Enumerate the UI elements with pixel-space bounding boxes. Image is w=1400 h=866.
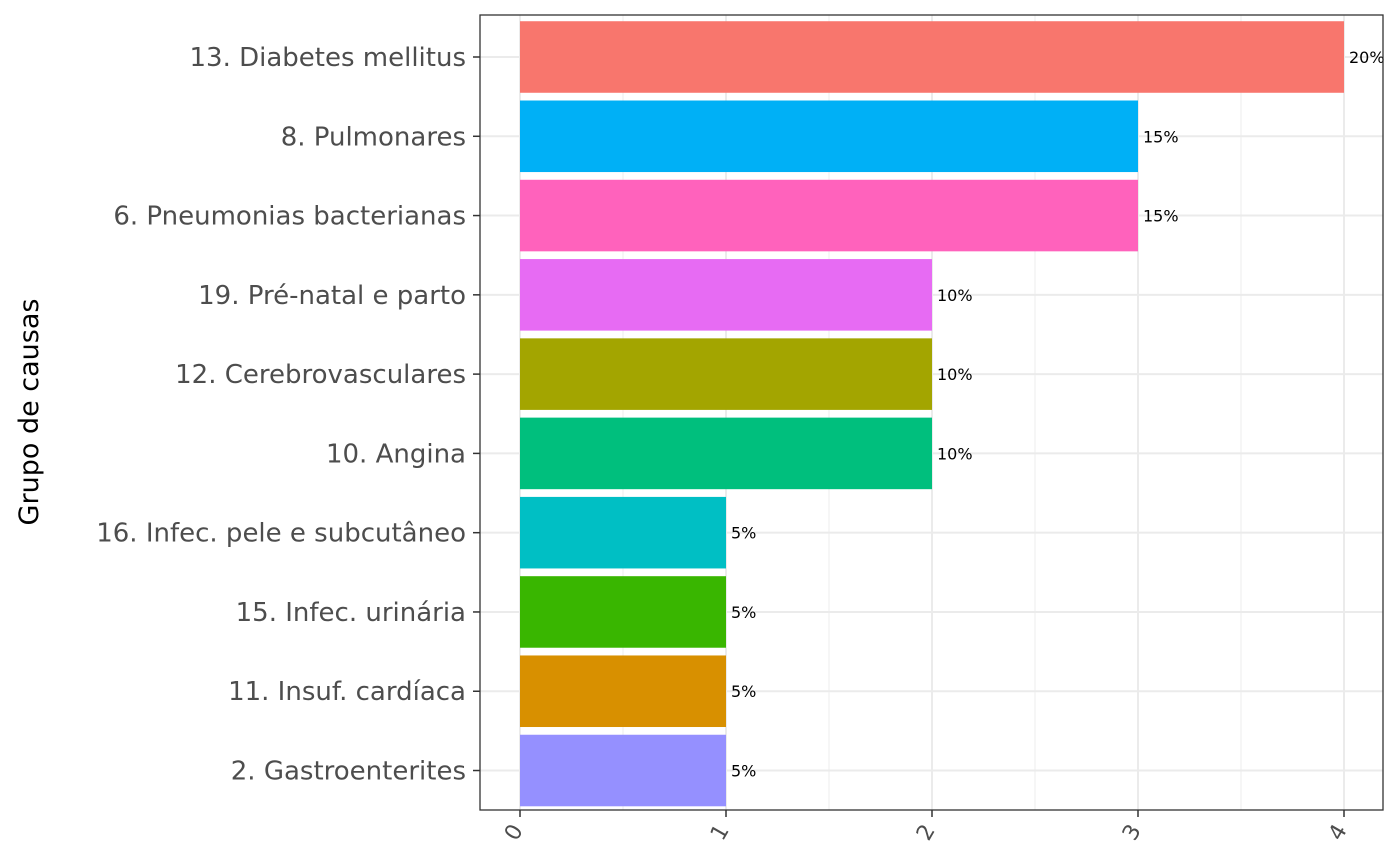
data-label: 5% <box>731 603 756 622</box>
data-label: 5% <box>731 524 756 543</box>
y-tick-label: 6. Pneumonias bacterianas <box>113 202 466 232</box>
y-tick-label: 10. Angina <box>326 439 466 469</box>
x-tick-label: 3 <box>1118 820 1147 845</box>
data-label: 10% <box>937 365 973 384</box>
bar <box>520 21 1344 93</box>
bar <box>520 179 1138 252</box>
y-tick-label: 16. Infec. pele e subcutâneo <box>96 519 466 549</box>
x-tick-label: 2 <box>912 820 941 845</box>
data-label: 10% <box>937 444 973 463</box>
bar <box>520 417 932 490</box>
x-axis: 0 1 2 3 4 <box>500 810 1353 845</box>
bar <box>520 338 932 410</box>
data-label: 15% <box>1143 207 1179 226</box>
data-labels: 20% 15% 15% 10% 10% 10% 5% 5% 5% 5% <box>731 48 1385 781</box>
data-label: 15% <box>1143 127 1179 146</box>
bars <box>520 21 1344 807</box>
y-axis: 13. Diabetes mellitus 8. Pulmonares 6. Pne… <box>96 43 480 787</box>
data-label: 20% <box>1349 48 1385 67</box>
y-tick-label: 11. Insuf. cardíaca <box>228 677 466 707</box>
data-label: 5% <box>731 762 756 781</box>
bar <box>520 259 932 331</box>
bar <box>520 496 726 569</box>
y-tick-label: 2. Gastroenterites <box>231 757 466 787</box>
y-axis-title: Grupo de causas <box>14 299 45 526</box>
x-tick-label: 1 <box>706 820 735 845</box>
x-tick-label: 4 <box>1324 820 1353 845</box>
data-label: 10% <box>937 286 973 305</box>
y-tick-label: 19. Pré-natal e parto <box>198 281 466 311</box>
bar <box>520 655 726 728</box>
y-tick-label: 8. Pulmonares <box>281 122 466 152</box>
bar <box>520 576 726 648</box>
y-tick-label: 12. Cerebrovasculares <box>175 360 466 390</box>
y-tick-label: 13. Diabetes mellitus <box>189 43 466 73</box>
bar <box>520 734 726 807</box>
data-label: 5% <box>731 682 756 701</box>
bar <box>520 100 1138 173</box>
x-tick-label: 0 <box>500 820 529 845</box>
y-tick-label: 15. Infec. urinária <box>236 598 466 628</box>
